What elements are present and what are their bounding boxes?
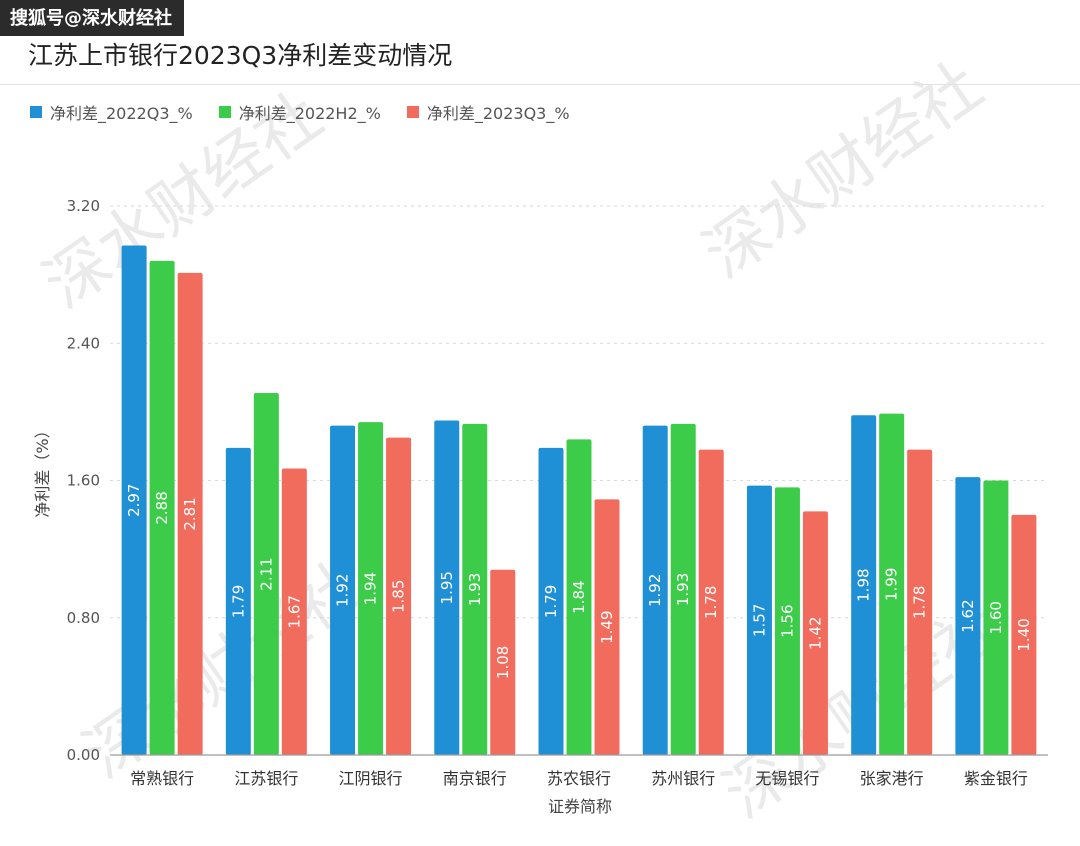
data-label: 2.81 (181, 497, 199, 530)
legend-item[interactable]: 净利差_2023Q3_% (406, 100, 570, 124)
data-label: 1.95 (438, 571, 456, 604)
data-label: 1.60 (987, 601, 1005, 634)
x-axis-title: 证券简称 (548, 797, 612, 816)
data-label: 1.79 (542, 585, 560, 618)
x-tick-label: 常熟银行 (130, 769, 194, 788)
bar (386, 437, 412, 755)
bar (434, 420, 460, 755)
y-tick-label: 0.00 (67, 746, 100, 764)
y-tick-label: 0.80 (67, 609, 100, 627)
legend-item[interactable]: 净利差_2022H2_% (218, 100, 381, 124)
x-tick-label: 苏州银行 (651, 769, 715, 788)
data-label: 1.57 (750, 604, 768, 637)
chart-title: 江苏上市银行2023Q3净利差变动情况 (28, 41, 453, 70)
bar (670, 423, 696, 755)
x-tick-label: 张家港行 (860, 769, 924, 788)
y-tick-label: 1.60 (67, 472, 100, 490)
legend-swatch (30, 106, 42, 118)
y-tick-label: 3.20 (67, 197, 100, 215)
data-label: 1.93 (466, 573, 484, 606)
bar (330, 425, 356, 755)
bar (1011, 514, 1037, 755)
data-label: 1.56 (778, 604, 796, 637)
x-tick-label: 苏农银行 (547, 769, 611, 788)
bar (566, 439, 592, 755)
x-tick-label: 无锡银行 (755, 769, 819, 788)
bar (490, 569, 516, 755)
data-label: 1.92 (334, 574, 352, 607)
bar (253, 393, 279, 755)
legend-label: 净利差_2022H2_% (238, 104, 381, 123)
legend-swatch (406, 106, 419, 118)
data-label: 1.92 (646, 574, 664, 607)
data-label: 2.11 (257, 557, 275, 590)
bar (462, 423, 488, 755)
bar (955, 477, 981, 755)
data-label: 1.40 (1015, 618, 1033, 651)
chart-legend: 净利差_2022Q3_% 净利差_2022H2_% 净利差_2023Q3_% (30, 100, 570, 124)
bar (802, 511, 828, 755)
data-label: 1.08 (494, 646, 512, 679)
data-label: 2.97 (125, 484, 143, 517)
data-label: 1.94 (362, 572, 380, 605)
data-label: 1.78 (911, 586, 929, 619)
legend-item[interactable]: 净利差_2022Q3_% (30, 100, 193, 124)
legend-swatch (218, 106, 231, 118)
data-label: 1.79 (229, 585, 247, 618)
bar (698, 449, 724, 755)
bar (538, 447, 564, 755)
data-label: 1.78 (702, 586, 720, 619)
data-label: 1.62 (959, 599, 977, 632)
x-tick-label: 南京银行 (443, 769, 507, 788)
y-axis-title: 净利差（%） (33, 422, 52, 517)
legend-label: 净利差_2023Q3_% (426, 104, 570, 123)
y-tick-label: 2.40 (67, 334, 100, 352)
bar (121, 245, 147, 755)
data-label: 1.98 (855, 568, 873, 601)
data-label: 1.84 (570, 580, 588, 613)
data-label: 1.93 (674, 573, 692, 606)
bar (177, 272, 203, 755)
bar (746, 485, 772, 755)
x-tick-label: 江阴银行 (339, 769, 403, 788)
x-tick-label: 江苏银行 (234, 769, 298, 788)
data-label: 1.99 (883, 568, 901, 601)
bar (642, 425, 668, 755)
bar (281, 468, 307, 755)
source-tag: 搜狐号@深水财经社 (0, 0, 184, 36)
data-label: 2.88 (153, 491, 171, 524)
data-label: 1.49 (598, 610, 616, 643)
legend-label: 净利差_2022Q3_% (50, 104, 193, 123)
bar (358, 422, 384, 755)
bar (149, 260, 175, 755)
bar (851, 415, 877, 755)
data-label: 1.67 (285, 595, 303, 628)
bar (774, 487, 800, 755)
bar (983, 480, 1009, 755)
bar (907, 449, 933, 755)
title-divider (0, 84, 1080, 85)
bar (225, 447, 251, 755)
data-label: 1.85 (390, 580, 408, 613)
data-label: 1.42 (806, 616, 824, 649)
bar (879, 413, 905, 755)
x-tick-label: 紫金银行 (964, 769, 1028, 788)
bar (594, 499, 620, 755)
